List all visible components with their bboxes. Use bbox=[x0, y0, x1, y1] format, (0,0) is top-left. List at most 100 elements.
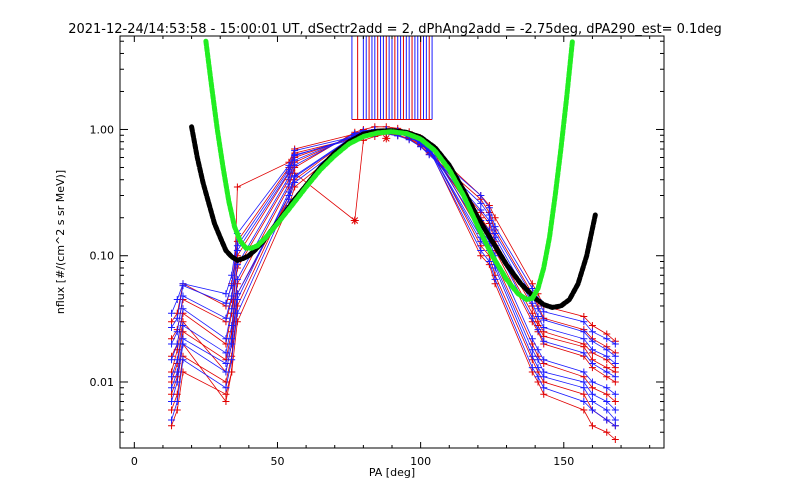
x-tick-label: 150 bbox=[553, 455, 574, 468]
spike-layer bbox=[351, 36, 433, 120]
data-point-marker bbox=[285, 180, 293, 188]
data-point-marker bbox=[285, 191, 293, 199]
data-point-marker bbox=[233, 290, 241, 298]
data-point-marker bbox=[233, 275, 241, 283]
data-point-marker bbox=[611, 360, 619, 368]
data-point-marker bbox=[485, 258, 493, 266]
data-point-marker bbox=[491, 229, 499, 237]
series-line bbox=[171, 133, 616, 357]
data-point-marker bbox=[588, 346, 596, 354]
data-point-marker bbox=[580, 318, 588, 326]
data-point-marker bbox=[179, 280, 187, 288]
data-point-marker bbox=[611, 416, 619, 424]
y-axis: 0.01 0.10 1.00 bbox=[90, 40, 664, 449]
data-point-marker bbox=[233, 318, 241, 326]
data-point-marker bbox=[222, 384, 230, 392]
data-point-marker bbox=[588, 378, 596, 386]
data-point-marker bbox=[228, 322, 236, 330]
data-point-marker bbox=[491, 275, 499, 283]
data-point-marker bbox=[534, 326, 542, 334]
data-point-marker bbox=[588, 422, 596, 430]
data-point-marker bbox=[168, 384, 176, 392]
data-point-marker bbox=[168, 356, 176, 364]
x-tick-label: 100 bbox=[410, 455, 431, 468]
data-point-marker bbox=[168, 398, 176, 406]
data-point-marker bbox=[588, 322, 596, 330]
data-point-marker bbox=[173, 378, 181, 386]
series-line bbox=[171, 129, 616, 411]
data-point-marker bbox=[222, 290, 230, 298]
data-point-marker bbox=[588, 328, 596, 336]
data-point-marker bbox=[540, 384, 548, 392]
data-point-marker bbox=[603, 390, 611, 398]
data-point-marker bbox=[485, 204, 493, 212]
series-line bbox=[171, 130, 616, 440]
x-tick-label: 50 bbox=[270, 455, 284, 468]
data-point-marker bbox=[222, 368, 230, 376]
data-point-marker bbox=[540, 324, 548, 332]
data-point-marker bbox=[179, 335, 187, 343]
data-point-marker bbox=[603, 346, 611, 354]
data-point-marker bbox=[580, 368, 588, 376]
data-point-marker bbox=[611, 398, 619, 406]
data-point-marker bbox=[168, 406, 176, 414]
data-point-marker bbox=[534, 305, 542, 313]
data-point-marker bbox=[611, 436, 619, 444]
data-point-marker bbox=[222, 390, 230, 398]
data-point-marker bbox=[580, 335, 588, 343]
data-point-marker bbox=[173, 314, 181, 322]
x-tick-label: 0 bbox=[131, 455, 138, 468]
data-point-marker bbox=[611, 390, 619, 398]
data-point-marker bbox=[603, 335, 611, 343]
data-point-marker bbox=[603, 398, 611, 406]
green-fit-curve bbox=[203, 38, 575, 303]
data-point-marker bbox=[588, 406, 596, 414]
data-point-marker bbox=[477, 247, 485, 255]
data-point-marker bbox=[588, 337, 596, 345]
data-point-marker bbox=[233, 183, 241, 191]
data-point-marker bbox=[228, 335, 236, 343]
data-point-marker bbox=[228, 328, 236, 336]
data-point-marker bbox=[173, 328, 181, 336]
data-point-marker bbox=[222, 299, 230, 307]
data-point-marker bbox=[528, 352, 536, 360]
data-point-marker bbox=[603, 416, 611, 424]
data-point-marker bbox=[222, 314, 230, 322]
data-point-marker bbox=[540, 337, 548, 345]
data-point-marker bbox=[603, 406, 611, 414]
data-point-marker bbox=[603, 428, 611, 436]
data-point-marker bbox=[222, 398, 230, 406]
data-point-marker bbox=[477, 206, 485, 214]
chart-title: 2021-12-24/14:53:58 - 15:00:01 UT, dSect… bbox=[68, 22, 722, 37]
data-point-marker bbox=[168, 416, 176, 424]
series-layer bbox=[168, 123, 619, 444]
data-point-marker bbox=[540, 368, 548, 376]
data-point-marker bbox=[611, 406, 619, 414]
data-point-marker bbox=[540, 316, 548, 324]
data-point-marker bbox=[222, 360, 230, 368]
data-point-marker bbox=[540, 308, 548, 316]
data-point-marker bbox=[228, 271, 236, 279]
data-point-marker bbox=[580, 349, 588, 357]
data-point-marker bbox=[228, 282, 236, 290]
data-point-marker bbox=[477, 199, 485, 207]
plot-area bbox=[168, 36, 619, 444]
data-point-marker bbox=[233, 242, 241, 250]
data-point-marker bbox=[168, 309, 176, 317]
data-point-marker bbox=[534, 364, 542, 372]
data-point-marker bbox=[611, 352, 619, 360]
data-point-marker bbox=[540, 390, 548, 398]
data-point-marker bbox=[291, 173, 299, 181]
y-axis-title: nflux [#/(cm^2 s sr MeV)] bbox=[54, 170, 67, 314]
data-point-marker bbox=[228, 305, 236, 313]
data-point-marker bbox=[588, 398, 596, 406]
data-point-marker bbox=[580, 343, 588, 351]
data-point-marker bbox=[491, 223, 499, 231]
x-axis: 0 50 100 150 bbox=[131, 36, 651, 468]
data-point-marker bbox=[228, 292, 236, 300]
series-line bbox=[171, 129, 616, 403]
data-point-marker bbox=[291, 147, 299, 155]
star-marker bbox=[382, 134, 391, 143]
data-point-marker bbox=[588, 390, 596, 398]
